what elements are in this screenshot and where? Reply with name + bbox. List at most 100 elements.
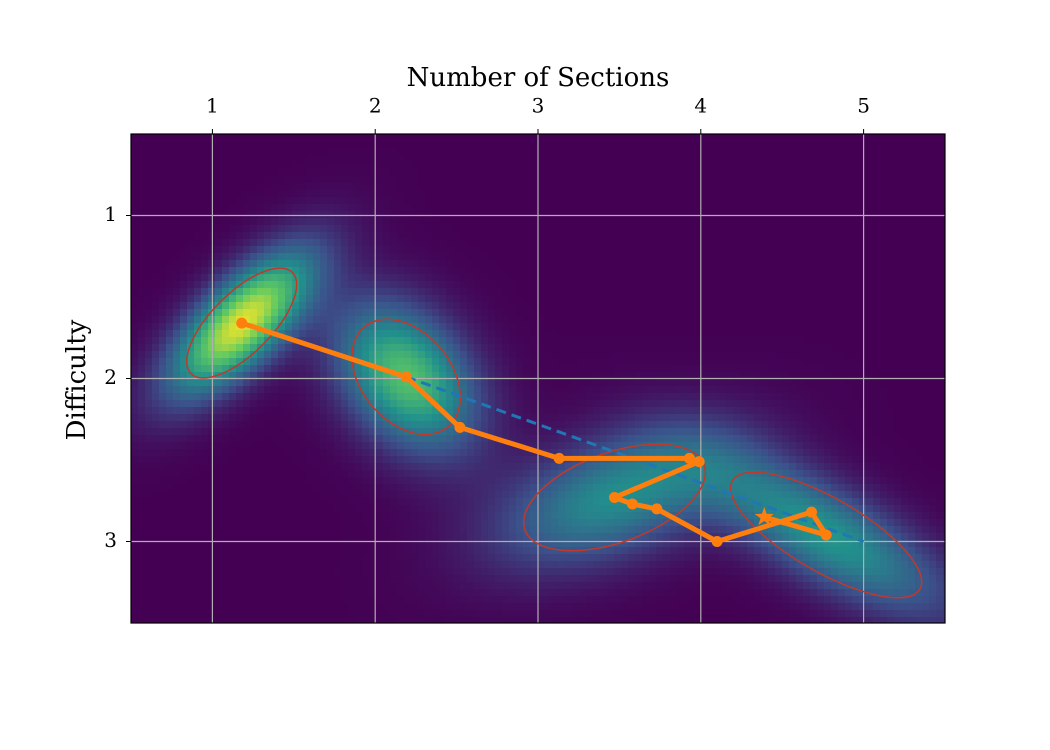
heat-cell (894, 281, 902, 289)
heat-cell (628, 134, 636, 142)
heat-cell (621, 274, 629, 282)
heat-cell (502, 365, 510, 373)
heat-cell (593, 386, 601, 394)
heat-cell (138, 323, 146, 331)
heat-cell (579, 337, 587, 345)
heat-cell (257, 162, 265, 170)
heat-cell (278, 176, 286, 184)
heat-cell (768, 393, 776, 401)
heat-cell (768, 379, 776, 387)
heat-cell (173, 218, 181, 226)
heat-cell (334, 281, 342, 289)
heat-cell (166, 407, 174, 415)
heat-cell (222, 400, 230, 408)
heat-cell (670, 393, 678, 401)
heat-cell (663, 267, 671, 275)
heat-cell (271, 239, 279, 247)
heat-cell (299, 295, 307, 303)
heat-cell (467, 295, 475, 303)
heat-cell (502, 281, 510, 289)
heat-cell (845, 393, 853, 401)
heat-cell (929, 316, 937, 324)
heat-cell (159, 379, 167, 387)
heat-cell (712, 141, 720, 149)
heat-cell (607, 246, 615, 254)
heat-cell (152, 148, 160, 156)
heat-cell (439, 253, 447, 261)
heat-cell (446, 225, 454, 233)
heat-cell (593, 428, 601, 436)
heat-cell (341, 337, 349, 345)
heat-cell (152, 344, 160, 352)
heat-cell (544, 309, 552, 317)
heat-cell (593, 281, 601, 289)
heat-cell (425, 218, 433, 226)
heat-cell (327, 141, 335, 149)
heat-cell (901, 288, 909, 296)
heat-cell (656, 155, 664, 163)
heat-cell (670, 232, 678, 240)
heat-cell (775, 211, 783, 219)
heat-cell (796, 309, 804, 317)
heat-cell (194, 358, 202, 366)
heat-cell (838, 162, 846, 170)
heat-cell (775, 155, 783, 163)
heat-cell (152, 134, 160, 142)
heat-cell (278, 400, 286, 408)
heat-cell (775, 372, 783, 380)
heat-cell (551, 323, 559, 331)
heat-cell (257, 218, 265, 226)
heat-cell (187, 344, 195, 352)
heat-cell (194, 239, 202, 247)
heat-cell (579, 386, 587, 394)
heat-cell (173, 281, 181, 289)
heat-cell (439, 197, 447, 205)
heat-cell (173, 211, 181, 219)
heat-cell (642, 281, 650, 289)
heat-cell (243, 169, 251, 177)
heat-cell (845, 274, 853, 282)
heat-cell (684, 365, 692, 373)
heat-cell (782, 281, 790, 289)
heat-cell (348, 295, 356, 303)
heat-cell (453, 337, 461, 345)
heat-cell (824, 183, 832, 191)
heat-cell (691, 162, 699, 170)
heat-cell (796, 253, 804, 261)
heat-cell (348, 323, 356, 331)
heat-cell (173, 204, 181, 212)
heat-cell (887, 358, 895, 366)
heat-cell (495, 365, 503, 373)
heat-cell (271, 169, 279, 177)
heat-cell (404, 274, 412, 282)
heat-cell (418, 253, 426, 261)
heat-cell (712, 197, 720, 205)
heat-cell (726, 176, 734, 184)
heat-cell (712, 155, 720, 163)
heat-cell (320, 148, 328, 156)
heat-cell (754, 386, 762, 394)
heat-cell (740, 281, 748, 289)
heat-cell (404, 204, 412, 212)
heat-cell (614, 365, 622, 373)
heat-cell (502, 204, 510, 212)
heat-cell (768, 351, 776, 359)
heat-cell (628, 155, 636, 163)
heat-cell (873, 141, 881, 149)
heat-cell (341, 302, 349, 310)
heat-cell (614, 134, 622, 142)
heat-cell (509, 162, 517, 170)
heat-cell (789, 274, 797, 282)
heat-cell (691, 267, 699, 275)
heat-cell (257, 316, 265, 324)
heat-cell (915, 421, 923, 429)
heat-cell (558, 211, 566, 219)
heat-cell (334, 176, 342, 184)
heat-cell (285, 267, 293, 275)
heat-cell (208, 379, 216, 387)
heat-cell (768, 358, 776, 366)
heat-cell (516, 141, 524, 149)
heat-cell (369, 246, 377, 254)
heat-cell (572, 302, 580, 310)
heat-cell (201, 246, 209, 254)
